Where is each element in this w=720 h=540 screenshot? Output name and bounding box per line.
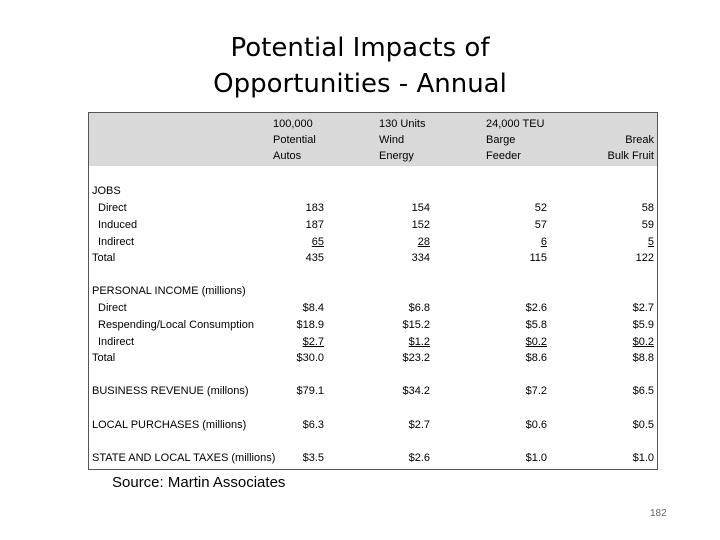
cell-value: $2.6: [408, 452, 430, 464]
row-label-business-revenue: BUSINESS REVENUE (millons): [92, 385, 249, 397]
cell-value: $0.2: [525, 336, 547, 348]
cell-value: $8.4: [302, 302, 324, 314]
cell-value: $30.0: [296, 352, 324, 364]
cell-value: $15.2: [402, 319, 430, 331]
cell-value: $6.5: [632, 385, 654, 397]
row-label-state-local-taxes: STATE AND LOCAL TAXES (millions): [92, 452, 276, 464]
cell-value: $0.6: [525, 419, 547, 431]
slide-title: Potential Impacts of Opportunities - Ann…: [0, 30, 720, 102]
row-label-total: Total: [92, 352, 116, 364]
cell-value: $6.3: [302, 419, 324, 431]
cell-value: 59: [641, 219, 654, 231]
table-header-band: [89, 113, 657, 166]
cell-value: $2.7: [632, 302, 654, 314]
cell-value: 334: [411, 252, 430, 264]
cell-value: $34.2: [402, 385, 430, 397]
cell-value: 152: [411, 219, 430, 231]
row-label: Induced: [98, 219, 138, 231]
cell-value: $8.6: [525, 352, 547, 364]
row-label: Indirect: [98, 236, 135, 248]
column-header-barge-feeder: 24,000 TEU Barge Feeder: [486, 118, 545, 162]
row-label-local-purchases: LOCAL PURCHASES (millions): [92, 419, 247, 431]
row-label: Direct: [98, 302, 127, 314]
column-header-wind-energy: 130 Units Wind Energy: [379, 118, 426, 162]
cell-value: 122: [635, 252, 654, 264]
cell-value: $3.5: [302, 452, 324, 464]
cell-value: $18.9: [296, 319, 324, 331]
title-line-2: Opportunities - Annual: [213, 69, 507, 99]
page-number: 182: [650, 508, 667, 519]
column-header-autos: 100,000 Potential Autos: [273, 118, 316, 162]
cell-value: 115: [529, 252, 547, 264]
row-label: Indirect: [98, 336, 135, 348]
cell-value: 58: [641, 202, 654, 214]
row-label-total: Total: [92, 252, 116, 264]
title-line-1: Potential Impacts of: [230, 33, 490, 63]
cell-value: $79.1: [296, 385, 324, 397]
column-header-break-bulk-fruit: Break Bulk Fruit: [607, 134, 654, 162]
impact-table: 100,000 Potential Autos 130 Units Wind E…: [88, 112, 658, 470]
cell-value: 65: [311, 236, 324, 248]
cell-value: $5.8: [525, 319, 547, 331]
cell-value: 52: [534, 202, 547, 214]
cell-value: $8.8: [632, 352, 654, 364]
cell-value: $5.9: [632, 319, 654, 331]
cell-value: $1.0: [632, 452, 654, 464]
cell-value: $7.2: [525, 385, 547, 397]
cell-value: 57: [534, 219, 547, 231]
cell-value: 435: [305, 252, 324, 264]
cell-value: $2.7: [408, 419, 430, 431]
cell-value: $1.0: [525, 452, 547, 464]
cell-value: $6.8: [408, 302, 430, 314]
cell-value: $0.2: [632, 336, 654, 348]
cell-value: $2.7: [302, 336, 324, 348]
section-header-jobs: JOBS: [92, 185, 121, 197]
row-label: Direct: [98, 202, 127, 214]
cell-value: $1.2: [408, 336, 430, 348]
cell-value: 154: [411, 202, 430, 214]
cell-value: 5: [647, 236, 654, 248]
row-label: Respending/Local Consumption: [98, 319, 254, 331]
cell-value: 6: [540, 236, 547, 248]
cell-value: $2.6: [525, 302, 547, 314]
cell-value: 187: [305, 219, 324, 231]
cell-value: $0.5: [632, 419, 654, 431]
section-header-personal-income: PERSONAL INCOME (millions): [92, 285, 246, 297]
cell-value: 183: [305, 202, 324, 214]
source-note: Source: Martin Associates: [112, 474, 286, 491]
cell-value: $23.2: [402, 352, 430, 364]
cell-value: 28: [417, 236, 430, 248]
